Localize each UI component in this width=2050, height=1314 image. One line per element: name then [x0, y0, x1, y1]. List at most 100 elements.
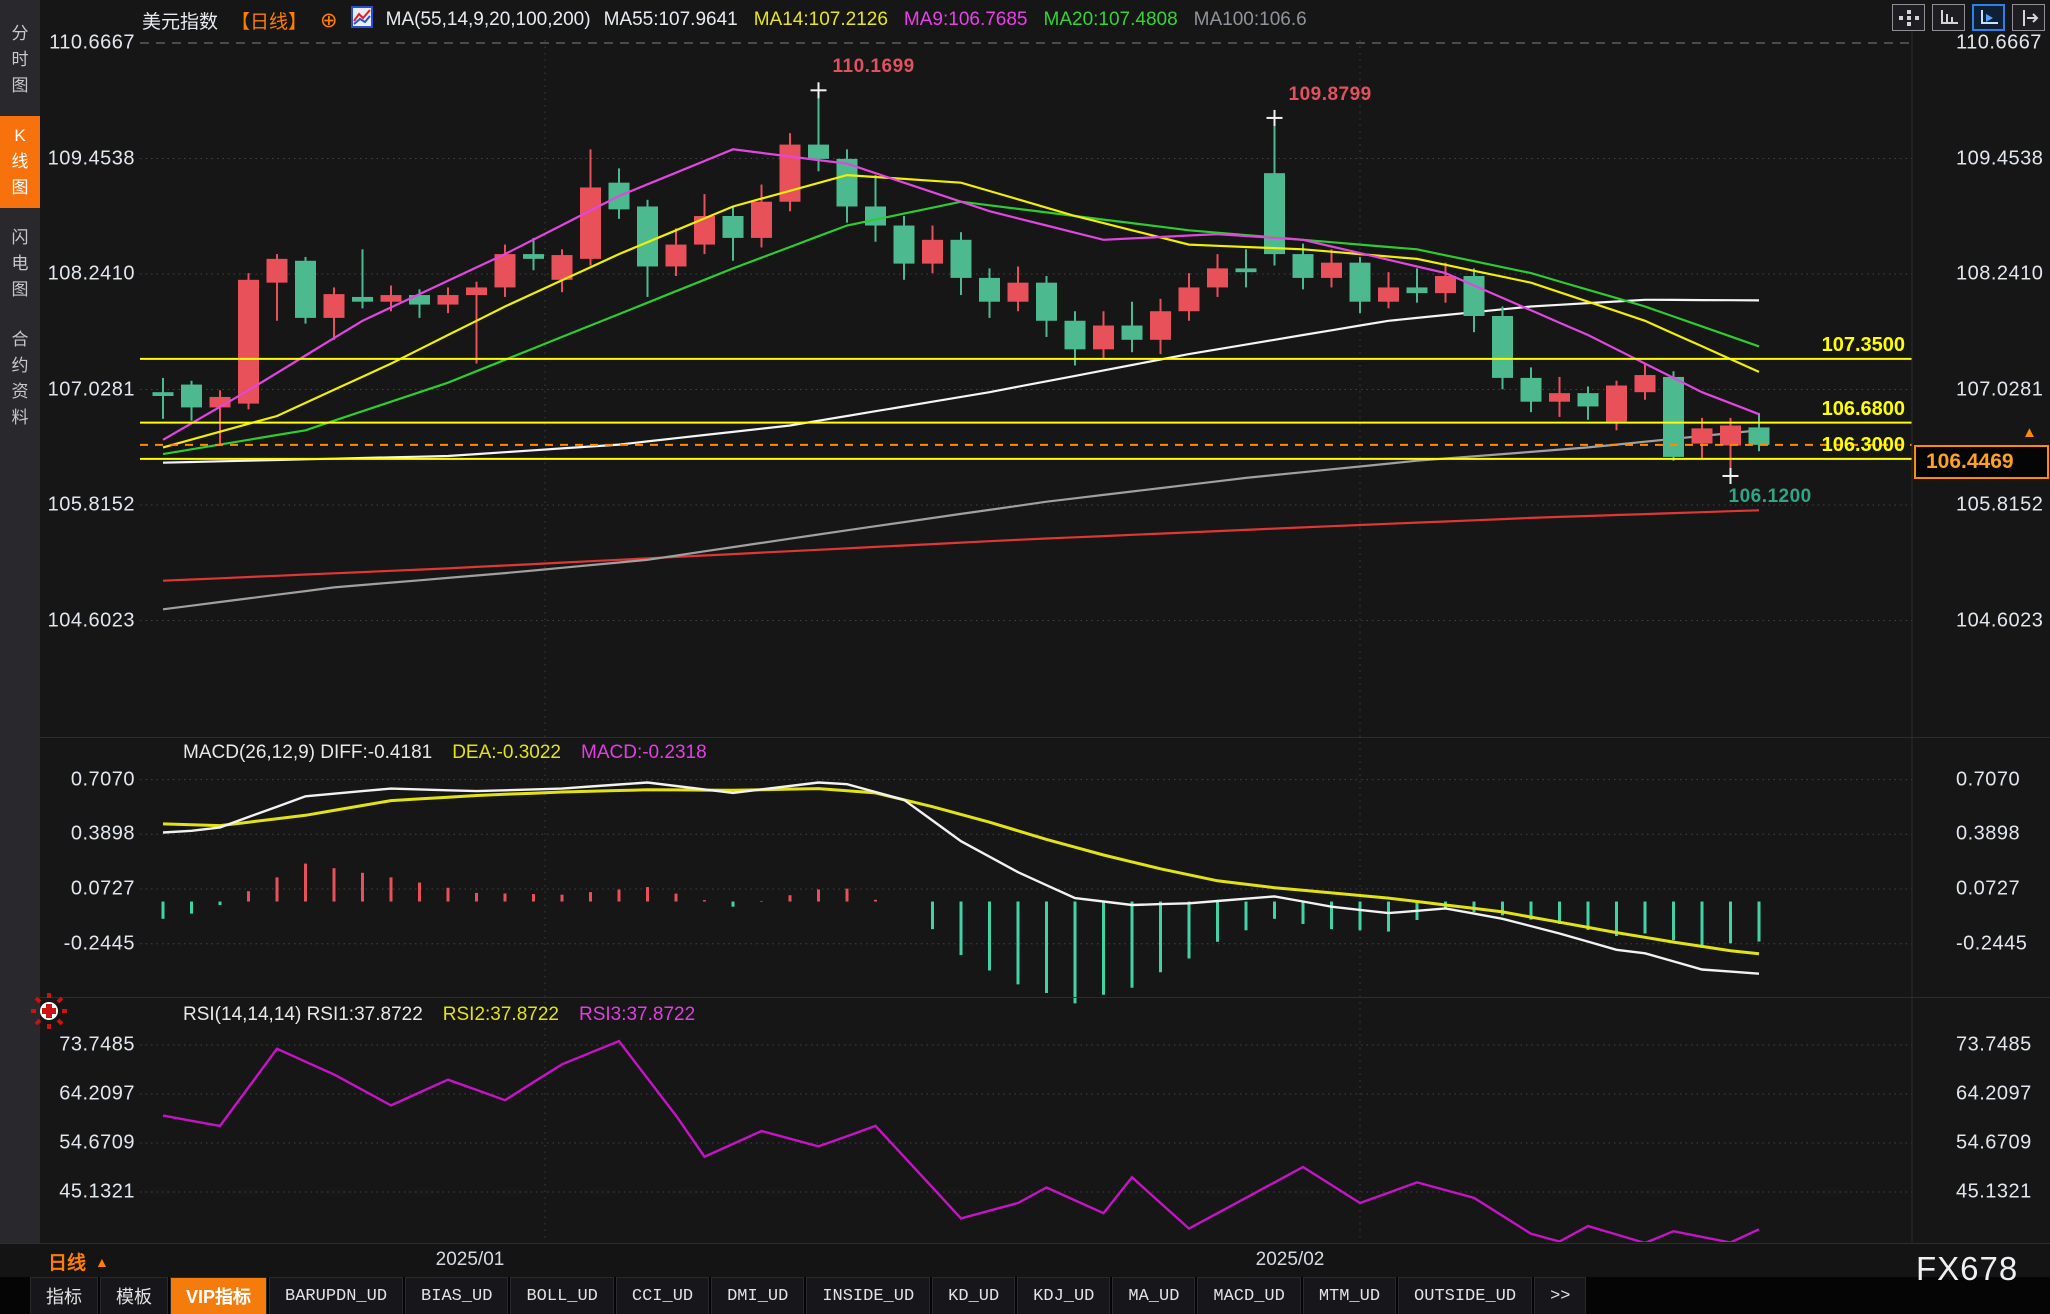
sidebar-item-char: 电	[11, 254, 29, 273]
macd-axis-label: 0.3898	[1956, 822, 2021, 845]
period-dropdown-arrow-icon: ▲	[95, 1253, 109, 1270]
tab-INSIDE_UD[interactable]: INSIDE_UD	[806, 1277, 931, 1314]
sidebar-item-合约资料[interactable]: 合约资料	[0, 320, 40, 438]
tabs-overflow-button[interactable]: >>	[1534, 1277, 1587, 1314]
candle-body	[380, 295, 402, 302]
rsi-axis-label: 54.6709	[1956, 1131, 2032, 1154]
tab-指标[interactable]: 指标	[30, 1277, 98, 1314]
tab-BARUPDN_UD[interactable]: BARUPDN_UD	[269, 1277, 404, 1314]
tab-BIAS_UD[interactable]: BIAS_UD	[405, 1277, 509, 1314]
candle-body	[1691, 428, 1713, 444]
tab-MA_UD[interactable]: MA_UD	[1112, 1277, 1196, 1314]
period-selector-label: 日线	[48, 1253, 87, 1274]
symbol-title: 美元指数	[142, 11, 219, 33]
macd-diff-line	[162, 781, 1760, 975]
sidebar-item-char: 料	[11, 408, 29, 427]
sidebar-item-char: 合	[11, 330, 29, 349]
candle-body	[979, 277, 1000, 302]
tab-VIP指标[interactable]: VIP指标	[170, 1277, 268, 1314]
macd-axis-label: 0.3898	[70, 822, 135, 845]
chart-header: 美元指数 【日线】 ⊕ MA(55,14,9,20,100,200) MA55:…	[142, 6, 1307, 34]
candle-body	[523, 254, 544, 259]
ma-line-ma200	[162, 509, 1760, 582]
tab-DMI_UD[interactable]: DMI_UD	[711, 1277, 805, 1314]
tab-模板[interactable]: 模板	[100, 1277, 168, 1314]
period-selector[interactable]: 日线 ▲	[48, 1248, 109, 1275]
ma-values: MA55:107.9641 MA14:107.2126 MA9:106.7685 MA…	[604, 9, 1307, 31]
macd-axis-label: 0.7070	[1956, 768, 2021, 791]
price-axis-label: 108.2410	[47, 262, 135, 285]
sidebar-item-char: 闪	[11, 228, 29, 247]
sidebar-item-char: 图	[11, 280, 29, 299]
tab-KD_UD[interactable]: KD_UD	[932, 1277, 1016, 1314]
price-axis-label: 110.6667	[49, 31, 135, 54]
candle-body	[295, 260, 316, 318]
candle-body	[238, 279, 259, 404]
date-axis-label: 2025/01	[435, 1249, 505, 1270]
ma-value-label: MA20:107.4808	[1043, 9, 1178, 30]
sidebar-item-char: 约	[11, 356, 29, 375]
ma-settings: MA(55,14,9,20,100,200)	[385, 9, 591, 30]
tab-OUTSIDE_UD[interactable]: OUTSIDE_UD	[1398, 1277, 1533, 1314]
candle-body	[1520, 377, 1542, 402]
grid-tool-icon[interactable]	[1892, 4, 1925, 31]
axis-scale-icon[interactable]	[1932, 4, 1965, 31]
candle-body	[1007, 282, 1029, 302]
rsi-axis-label: 45.1321	[59, 1180, 135, 1203]
candle-body	[209, 396, 231, 408]
current-price-box: 106.4469	[1914, 444, 2049, 479]
low-price-annotation: 106.1200	[1728, 485, 1812, 507]
price-up-arrow-icon: ▲	[2022, 423, 2037, 441]
period-tag[interactable]: 【日线】	[231, 11, 308, 33]
sidebar-item-分时图[interactable]: 分时图	[0, 14, 40, 106]
watermark: FX678	[1916, 1250, 2019, 1287]
tab-BOLL_UD[interactable]: BOLL_UD	[510, 1277, 614, 1314]
price-axis-label: 107.0281	[1956, 378, 2044, 400]
sidebar-item-char: 线	[11, 152, 29, 171]
rsi-line	[162, 1039, 1760, 1242]
candle-body	[1577, 393, 1599, 407]
macd-axis-label: 0.7070	[70, 768, 135, 791]
macd-axis-label: -0.2445	[1956, 932, 2028, 955]
candle-body	[551, 255, 573, 280]
rsi3-label: RSI3:37.8722	[578, 1004, 696, 1025]
tab-KDJ_UD[interactable]: KDJ_UD	[1017, 1277, 1111, 1314]
tab-MACD_UD[interactable]: MACD_UD	[1197, 1277, 1301, 1314]
sidebar-item-闪电图[interactable]: 闪电图	[0, 218, 40, 310]
candle-body	[808, 144, 829, 159]
pane-split-icon[interactable]	[2012, 4, 2045, 31]
candle-body	[1264, 173, 1285, 255]
date-axis-label: 2025/02	[1255, 1249, 1325, 1270]
hline-price-label: 106.6800	[1821, 397, 1905, 420]
macd-header: MACD(26,12,9) DIFF:-0.4181 DEA:-0.3022 M…	[183, 742, 707, 764]
ma-value-label: MA9:106.7685	[903, 9, 1028, 30]
candle-body	[1235, 268, 1257, 273]
candle-body	[1321, 262, 1342, 278]
macd-dea-label: DEA:-0.3022	[452, 742, 561, 763]
sidebar-item-char: 时	[11, 50, 29, 69]
candle-body	[1150, 311, 1171, 340]
candle-body	[1549, 393, 1570, 402]
rsi1-label: RSI(14,14,14) RSI1:37.8722	[183, 1004, 423, 1025]
chart-pane-active-icon[interactable]	[1972, 4, 2005, 31]
price-axis-label: 109.4538	[1956, 147, 2044, 169]
indicator-chart-icon[interactable]	[350, 6, 373, 34]
macd-axis-label: 0.0727	[1956, 877, 2021, 900]
tab-CCI_UD[interactable]: CCI_UD	[615, 1277, 710, 1314]
rsi2-label: RSI2:37.8722	[442, 1004, 559, 1025]
sidebar-item-char: K	[14, 126, 26, 145]
candle-body	[922, 239, 943, 264]
candle-body	[1663, 376, 1684, 457]
candle-body	[1036, 282, 1057, 321]
rsi-axis-label: 73.7485	[59, 1033, 135, 1056]
add-compare-icon[interactable]: ⊕	[320, 8, 338, 32]
ma-line-ma14	[162, 173, 1760, 449]
candle-body	[1606, 385, 1627, 422]
candle-body	[266, 258, 288, 283]
ma-line-ma55	[162, 298, 1760, 464]
tab-MTM_UD[interactable]: MTM_UD	[1302, 1277, 1397, 1314]
high-price-annotation: 109.8799	[1288, 83, 1372, 105]
